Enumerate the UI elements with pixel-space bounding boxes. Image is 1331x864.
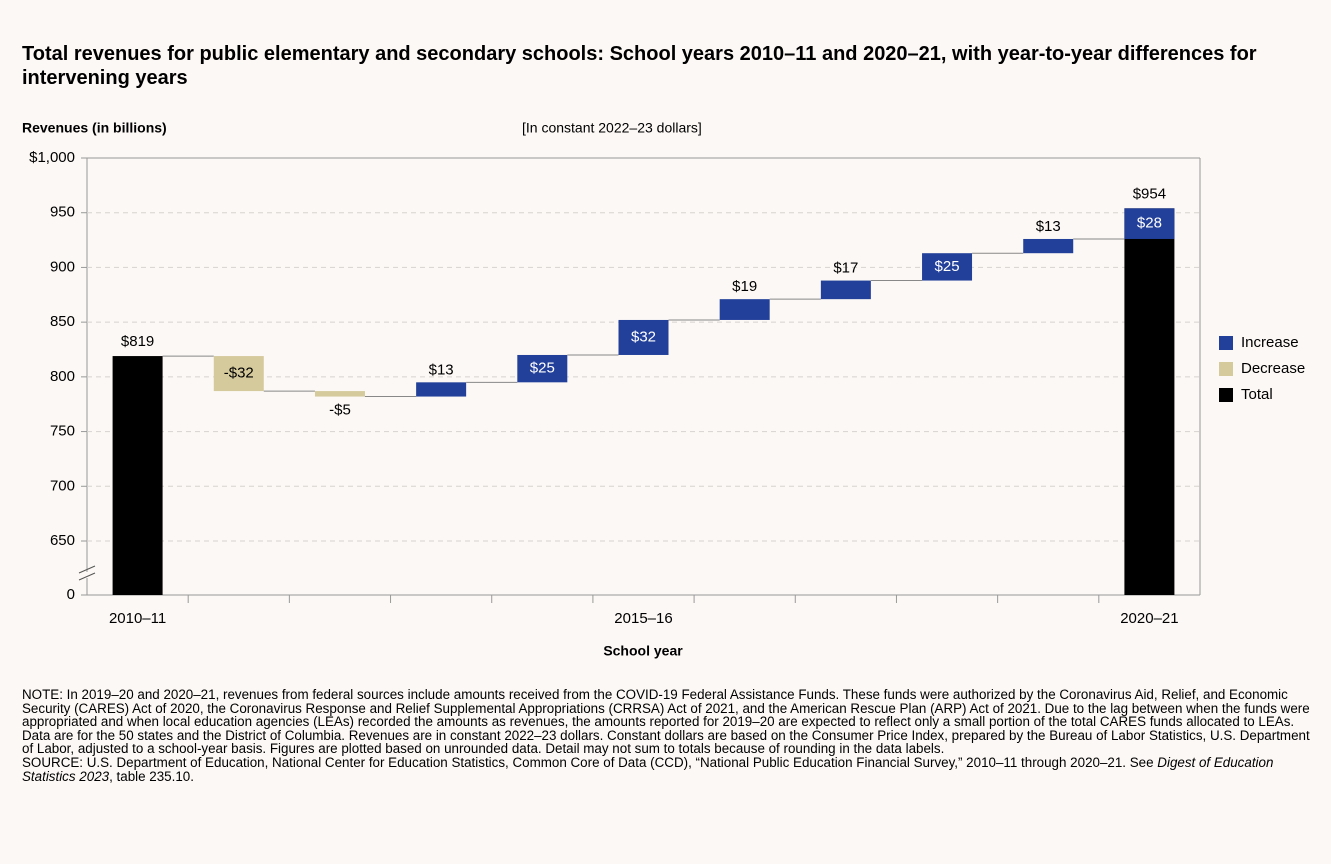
data-label: $32 — [631, 328, 656, 345]
data-label: -$32 — [224, 365, 254, 382]
legend-swatch — [1219, 362, 1233, 376]
data-label: $28 — [1137, 215, 1162, 232]
increase-bar — [820, 280, 871, 300]
data-label: $13 — [429, 361, 454, 378]
y-tick-label: 700 — [50, 477, 75, 494]
y-tick-label: 0 — [67, 586, 75, 603]
decrease-bar — [314, 391, 365, 397]
x-tick-label: 2020–21 — [1120, 610, 1178, 627]
data-label: $954 — [1133, 185, 1166, 202]
decrease-bar — [213, 356, 264, 392]
increase-bar — [1124, 208, 1175, 239]
data-label: $19 — [732, 278, 757, 295]
legend-label: Decrease — [1241, 360, 1305, 377]
legend-label: Increase — [1241, 334, 1299, 351]
data-label: $25 — [530, 360, 555, 377]
subtitle: [In constant 2022–23 dollars] — [522, 120, 702, 136]
increase-bar — [1023, 238, 1074, 254]
increase-bar — [922, 253, 973, 281]
x-tick-label: 2015–16 — [614, 610, 672, 627]
chart: Revenues (in billions) [In constant 2022… — [22, 120, 1305, 659]
note: NOTE: In 2019–20 and 2020–21, revenues f… — [22, 687, 1310, 757]
legend-swatch — [1219, 388, 1233, 402]
y-tick-label: 650 — [50, 532, 75, 549]
x-tick-label: 2010–11 — [109, 610, 166, 627]
y-tick-label: 750 — [50, 423, 75, 440]
data-label: $25 — [935, 258, 960, 275]
increase-bar — [416, 382, 467, 397]
total-bar — [112, 356, 163, 595]
total-bar — [1124, 208, 1175, 595]
y-tick-label: $1,000 — [29, 149, 75, 166]
source-text: SOURCE: U.S. Department of Education, Na… — [22, 754, 1158, 770]
data-label: $819 — [121, 333, 154, 350]
data-label: -$5 — [329, 402, 351, 419]
data-label: $13 — [1036, 218, 1061, 235]
chart-title: Total revenues for public elementary and… — [22, 43, 1257, 89]
increase-bar — [517, 354, 568, 383]
increase-bar — [618, 319, 669, 355]
data-label: $17 — [833, 260, 858, 277]
y-axis-label: Revenues (in billions) — [22, 120, 167, 136]
source: SOURCE: U.S. Department of Education, Na… — [22, 756, 1322, 783]
y-tick-label: 950 — [50, 204, 75, 221]
legend-swatch — [1219, 336, 1233, 350]
legend-label: Total — [1241, 386, 1273, 403]
y-tick-label: 900 — [50, 258, 75, 275]
source-text: , table 235.10. — [109, 768, 194, 784]
y-tick-label: 800 — [50, 368, 75, 385]
increase-bar — [719, 299, 770, 320]
axis-break — [78, 572, 96, 581]
x-axis-label: School year — [603, 643, 683, 659]
y-tick-label: 850 — [50, 313, 75, 330]
notes: NOTE: In 2019–20 and 2020–21, revenues f… — [22, 688, 1322, 783]
source-title: Digest of Education Statistics 2023 — [22, 754, 1274, 784]
axis-break — [78, 565, 96, 574]
